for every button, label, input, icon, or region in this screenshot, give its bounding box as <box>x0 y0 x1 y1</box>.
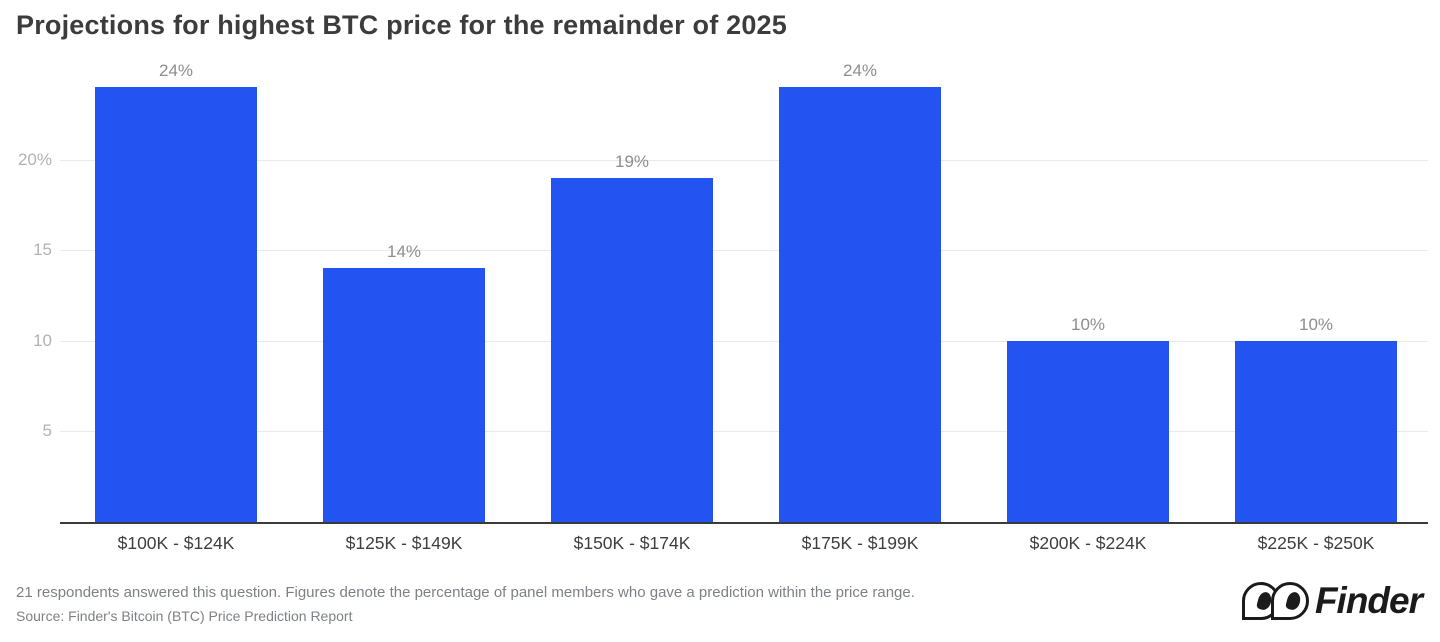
gridline <box>60 250 1428 252</box>
x-axis-label: $150K - $174K <box>573 533 691 553</box>
source-note: Source: Finder's Bitcoin (BTC) Price Pre… <box>16 608 353 624</box>
bar <box>323 268 485 522</box>
x-axis-label: $100K - $124K <box>117 533 235 553</box>
bar <box>95 87 257 522</box>
bar <box>1235 340 1397 522</box>
x-axis-label: $125K - $149K <box>345 533 463 553</box>
x-axis-label: $225K - $250K <box>1257 533 1375 553</box>
y-axis-tick-label: 10 <box>33 330 52 350</box>
gridline <box>60 431 1428 433</box>
finder-eyes-icon <box>1241 579 1309 623</box>
x-axis-label: $175K - $199K <box>801 533 919 553</box>
y-axis-tick-label: 20% <box>17 149 52 169</box>
bar-value-label: 24% <box>158 61 194 80</box>
bar-value-label: 10% <box>1298 314 1334 334</box>
x-axis-line <box>60 522 1428 524</box>
finder-right-eye-icon <box>1270 582 1309 620</box>
gridline <box>60 159 1428 161</box>
bar-value-label: 10% <box>1070 314 1106 334</box>
finder-logo-text: Finder <box>1314 580 1423 621</box>
footnote: 21 respondents answered this question. F… <box>16 584 915 601</box>
y-axis-tick-label: 5 <box>42 421 52 441</box>
page-title: Projections for highest BTC price for th… <box>16 10 787 40</box>
bar-value-label: 19% <box>614 151 650 171</box>
bar <box>779 87 941 522</box>
bar <box>551 177 713 522</box>
bar-value-label: 24% <box>842 61 878 80</box>
bar <box>1007 340 1169 522</box>
finder-logo: Finder <box>1241 577 1426 625</box>
x-axis-label: $200K - $224K <box>1029 533 1147 553</box>
gridline <box>60 340 1428 342</box>
y-axis-tick-label: 15 <box>33 240 52 260</box>
bar-value-label: 14% <box>386 242 422 262</box>
